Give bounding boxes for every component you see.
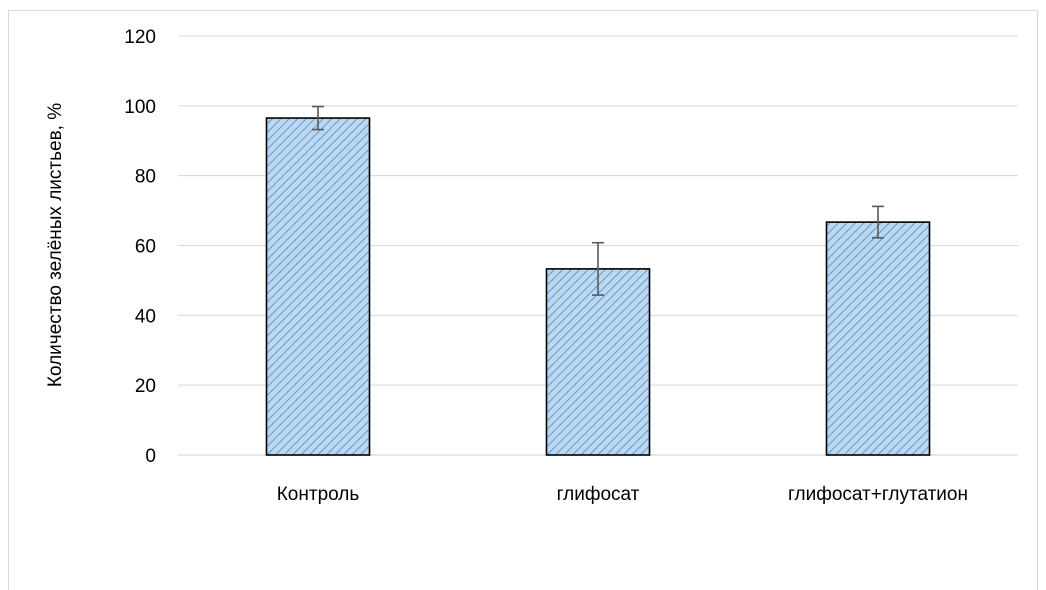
y-tick-label: 120 xyxy=(124,27,156,48)
bar-1 xyxy=(545,268,651,456)
bars xyxy=(265,117,931,456)
bar-2 xyxy=(825,221,931,456)
bar-0 xyxy=(265,117,371,456)
x-tick-label: глифосат xyxy=(557,484,640,505)
y-tick-label: 40 xyxy=(135,306,156,327)
y-tick-label: 100 xyxy=(124,97,156,118)
x-tick-label: Контроль xyxy=(277,484,360,505)
y-tick-labels: 0 20 40 60 80 100 120 xyxy=(124,27,156,467)
y-tick-label: 0 xyxy=(145,446,156,467)
x-tick-labels: Контроль глифосат глифосат+глутатион xyxy=(277,484,968,505)
y-tick-label: 60 xyxy=(135,237,156,258)
error-bars xyxy=(312,105,884,296)
y-axis-title: Количество зелёных листьев, % xyxy=(45,103,66,387)
x-tick-label: глифосат+глутатион xyxy=(788,484,968,505)
y-tick-label: 20 xyxy=(135,376,156,397)
y-tick-label: 80 xyxy=(135,167,156,188)
